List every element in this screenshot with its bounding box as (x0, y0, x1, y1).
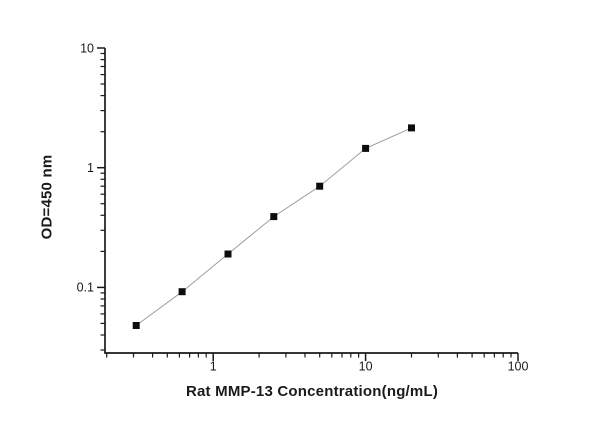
x-axis-major-ticks (212, 353, 519, 361)
x-axis-title: Rat MMP-13 Concentration(ng/mL) (185, 383, 439, 400)
series-markers (132, 124, 415, 329)
data-point-marker (362, 144, 370, 152)
data-point-marker (270, 213, 278, 221)
x-tick-label: 1 (210, 360, 217, 374)
data-point-marker (224, 250, 232, 258)
axis-spines (104, 48, 518, 354)
y-axis-major-ticks (97, 47, 105, 289)
y-tick-label: 0.1 (77, 281, 94, 295)
y-axis-title: OD=450 nm (38, 154, 56, 240)
y-tick-label: 1 (87, 161, 94, 175)
y-tick-label: 10 (80, 41, 94, 55)
y-axis-tick-labels: 0.1 1 10 (77, 41, 94, 294)
x-tick-label: 10 (359, 360, 373, 374)
x-axis-tick-labels: 1 10 100 (210, 360, 529, 374)
data-point-marker (316, 182, 324, 190)
series-line (135, 127, 412, 326)
data-point-marker (132, 322, 140, 329)
data-point-marker (178, 288, 186, 296)
x-tick-label: 100 (508, 360, 529, 374)
data-point-marker (408, 124, 415, 132)
